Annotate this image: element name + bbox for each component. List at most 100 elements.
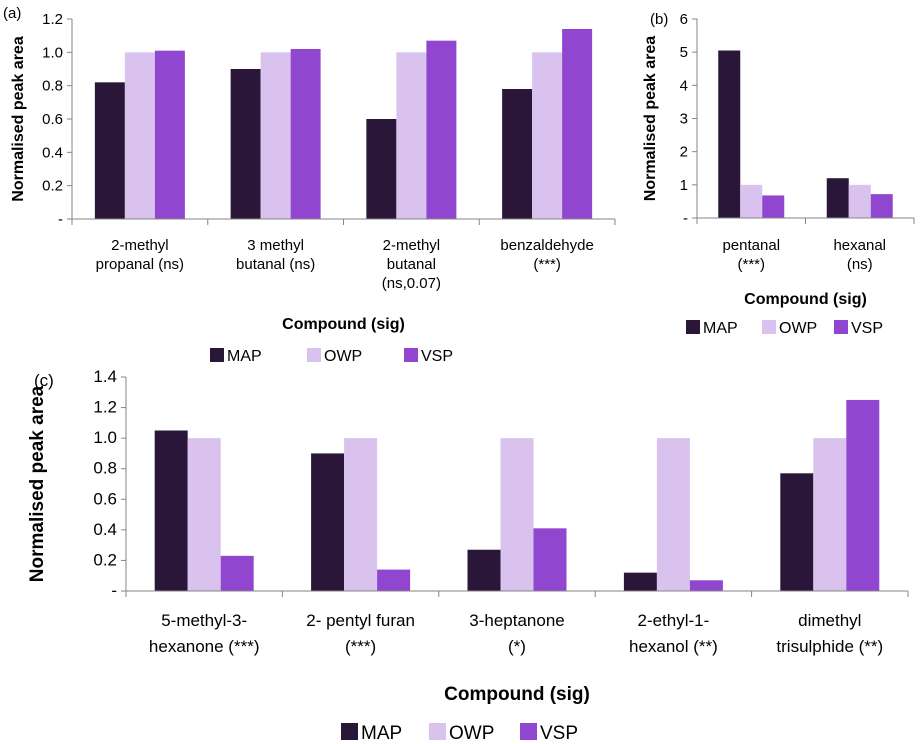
bar-map: [780, 473, 814, 591]
bar-owp: [740, 184, 763, 218]
bar-vsp: [220, 555, 254, 591]
bar-vsp: [846, 399, 880, 591]
x-tick-label-line: pentanal: [722, 237, 780, 254]
x-tick-label-line: trisulphide (**): [776, 637, 883, 656]
bar-vsp: [562, 29, 593, 219]
bar-map: [502, 89, 533, 219]
legend-label-vsp: VSP: [421, 348, 453, 365]
bar-owp: [813, 438, 847, 591]
legend-swatch-map: [341, 723, 358, 740]
y-tick-label: -: [58, 211, 63, 228]
x-tick-label-line: 2-ethyl-1-: [637, 611, 709, 630]
bar-map: [718, 50, 741, 219]
legend-swatch-map: [210, 348, 224, 362]
x-tick-label-line: dimethyl: [798, 611, 861, 630]
x-tick-label: hexanal (ns): [833, 237, 886, 273]
x-tick-label-line: 5-methyl-3-: [161, 611, 247, 630]
legend-label-map: MAP: [227, 348, 262, 365]
x-tick-label: pentanal (***): [722, 237, 780, 273]
y-tick-label: 1: [680, 177, 688, 194]
x-axis-label: Compound (sig): [444, 684, 590, 705]
x-tick-label-line: (***): [737, 256, 765, 273]
y-tick-label: 1.0: [93, 428, 117, 447]
bar-vsp: [154, 50, 185, 219]
bar-vsp: [290, 49, 321, 219]
bar-map: [623, 572, 657, 591]
x-tick-label: benzaldehyde (***): [500, 237, 593, 273]
legend-label-vsp: VSP: [540, 723, 578, 744]
legend-label-owp: OWP: [324, 348, 362, 365]
bar-owp: [848, 184, 871, 218]
y-tick-label: 0.2: [42, 178, 63, 195]
y-tick-label: 1.2: [42, 11, 63, 28]
x-tick-label-line: benzaldehyde: [500, 237, 593, 254]
legend-label-owp: OWP: [779, 320, 817, 337]
x-tick-label: dimethyl trisulphide (**): [776, 611, 883, 656]
y-tick-label: 5: [680, 44, 688, 61]
x-tick-label-line: hexanone (***): [149, 637, 260, 656]
y-tick-label: 0.8: [93, 459, 117, 478]
x-tick-label: 5-methyl-3- hexanone (***): [149, 611, 260, 656]
y-tick-label: 0.6: [42, 111, 63, 128]
x-tick-label-line: (***): [533, 256, 561, 273]
bar-map: [311, 453, 345, 591]
y-axis-label: Normalised peak area: [642, 36, 659, 202]
x-tick-label: 2-methyl propanal (ns): [96, 237, 184, 273]
bar-map: [154, 430, 188, 591]
x-tick-label: 3-heptanone (*): [469, 611, 564, 656]
x-tick-label: 3 methyl butanal (ns): [236, 237, 315, 273]
x-axis-label: Compound (sig): [282, 316, 405, 333]
bar-owp: [124, 52, 155, 220]
bar-vsp: [533, 528, 567, 591]
legend-label-vsp: VSP: [851, 320, 883, 337]
x-tick-label-line: 2-methyl: [111, 237, 169, 254]
legend-label-owp: OWP: [449, 723, 494, 744]
legend-swatch-vsp: [834, 320, 848, 334]
legend-swatch-vsp: [520, 723, 537, 740]
bar-vsp: [870, 194, 893, 218]
x-tick-label-line: butanal (ns): [236, 256, 315, 273]
bar-vsp: [377, 569, 411, 591]
bar-owp: [187, 438, 221, 591]
legend-swatch-owp: [307, 348, 321, 362]
x-tick-label-line: (*): [508, 637, 526, 656]
bar-owp: [532, 52, 563, 220]
y-tick-label: 0.4: [93, 520, 117, 539]
x-tick-label-line: (ns,0.07): [382, 275, 441, 292]
bar-owp: [344, 438, 378, 591]
legend-swatch-owp: [762, 320, 776, 334]
x-axis-label: Compound (sig): [744, 291, 867, 308]
y-tick-label: 0.8: [42, 78, 63, 95]
bar-vsp: [426, 40, 457, 219]
bar-vsp: [689, 580, 723, 591]
bar-vsp: [762, 195, 785, 218]
x-tick-label: 2-methyl butanal (ns,0.07): [382, 237, 441, 292]
x-tick-label-line: propanal (ns): [96, 256, 184, 273]
y-tick-label: 1.0: [42, 44, 63, 61]
bar-map: [826, 178, 849, 218]
y-tick-label: 1.2: [93, 398, 117, 417]
x-tick-label-line: 3-heptanone: [469, 611, 564, 630]
legend-swatch-map: [686, 320, 700, 334]
bar-owp: [260, 52, 291, 220]
y-tick-label: -: [683, 210, 688, 227]
legend-swatch-owp: [429, 723, 446, 740]
bar-map: [467, 549, 501, 591]
panel-label: (c): [34, 371, 54, 390]
bar-map: [366, 119, 397, 219]
x-tick-label-line: hexanol (**): [629, 637, 718, 656]
y-tick-label: 1.4: [93, 367, 117, 386]
panel-label: (b): [650, 11, 668, 28]
x-tick-label-line: 3 methyl: [247, 237, 304, 254]
y-tick-label: 2: [680, 144, 688, 161]
y-tick-label: 6: [680, 11, 688, 28]
bar-owp: [396, 52, 427, 220]
x-tick-label-line: butanal: [387, 256, 436, 273]
y-tick-label: -: [111, 581, 117, 600]
chart-panel-a: (a) - 0.2 0.4 0.6 0.8 1.0 1.2 2-methyl propanal (…: [3, 5, 616, 365]
x-tick-label-line: (ns): [847, 256, 873, 273]
legend-swatch-vsp: [404, 348, 418, 362]
y-tick-label: 0.2: [93, 550, 117, 569]
panel-label: (a): [3, 5, 21, 22]
